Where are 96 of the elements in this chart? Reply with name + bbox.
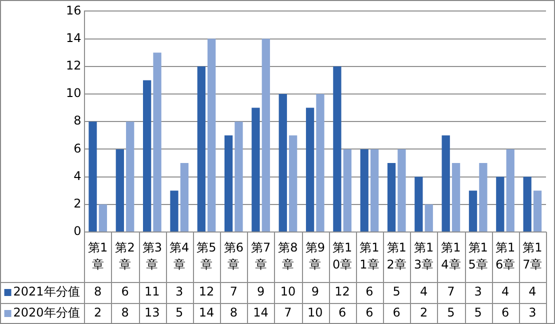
data-label: 9 bbox=[311, 284, 319, 299]
bar bbox=[208, 38, 216, 232]
y-tick-label: 4 bbox=[74, 168, 82, 183]
y-tick-label: 14 bbox=[66, 30, 82, 45]
bar bbox=[234, 122, 243, 232]
y-tick-label: 2 bbox=[74, 196, 82, 211]
bar bbox=[506, 149, 514, 232]
x-tick-label: 第16章 bbox=[495, 240, 516, 272]
x-tick-label: 第11章 bbox=[360, 240, 380, 272]
data-label: 5 bbox=[447, 306, 455, 320]
x-tick-label: 第8章 bbox=[278, 240, 298, 272]
bar bbox=[523, 176, 532, 232]
bar bbox=[370, 149, 379, 232]
bar bbox=[88, 122, 97, 232]
data-label: 5 bbox=[176, 306, 184, 320]
data-label: 6 bbox=[366, 284, 374, 299]
data-label: 2 bbox=[420, 306, 428, 320]
data-label: 6 bbox=[338, 306, 346, 320]
bar bbox=[143, 80, 152, 232]
bar bbox=[262, 38, 270, 232]
data-label: 6 bbox=[501, 306, 510, 320]
x-tick-label: 第7章 bbox=[250, 240, 271, 272]
bar bbox=[316, 94, 324, 232]
x-tick-label: 第13章 bbox=[414, 240, 434, 272]
bar bbox=[116, 149, 124, 232]
x-tick-label: 第17章 bbox=[522, 240, 542, 272]
bar bbox=[414, 176, 423, 232]
y-tick-label: 8 bbox=[74, 114, 82, 128]
x-tick-label: 第4章 bbox=[170, 240, 190, 272]
y-tick-label: 12 bbox=[66, 58, 82, 73]
data-label: 3 bbox=[176, 284, 184, 299]
bar bbox=[479, 163, 488, 232]
data-label: 12 bbox=[334, 284, 350, 299]
bar bbox=[197, 66, 206, 232]
y-tick-label: 10 bbox=[66, 86, 82, 100]
data-label: 3 bbox=[528, 306, 536, 320]
legend-label: 2021年分值 bbox=[13, 284, 80, 299]
bar bbox=[442, 135, 450, 232]
bar bbox=[306, 108, 314, 232]
data-label: 5 bbox=[392, 284, 400, 299]
x-tick-label: 第5章 bbox=[196, 240, 216, 272]
bar bbox=[224, 135, 233, 232]
x-tick-label: 第10章 bbox=[332, 240, 352, 272]
bar bbox=[98, 204, 108, 232]
x-tick-label: 第3章 bbox=[142, 240, 162, 272]
data-label: 6 bbox=[121, 284, 129, 299]
y-tick-label: 16 bbox=[66, 3, 82, 18]
bar bbox=[398, 149, 406, 232]
data-label: 7 bbox=[230, 284, 238, 299]
bar bbox=[387, 163, 396, 232]
x-tick-label: 第15章 bbox=[468, 240, 488, 272]
data-label: 8 bbox=[230, 306, 238, 320]
bar bbox=[496, 176, 504, 232]
x-tick-label: 第9章 bbox=[305, 240, 325, 272]
x-tick-label: 第2章 bbox=[115, 240, 135, 272]
data-label: 9 bbox=[256, 284, 265, 299]
data-label: 12 bbox=[198, 284, 214, 299]
data-label: 4 bbox=[528, 284, 536, 299]
x-tick-label: 第12章 bbox=[386, 240, 406, 272]
data-label: 14 bbox=[253, 306, 268, 320]
data-label: 4 bbox=[501, 284, 510, 299]
bar bbox=[126, 122, 134, 232]
x-tick-label: 第6章 bbox=[224, 240, 244, 272]
data-label: 13 bbox=[144, 306, 160, 320]
bar bbox=[360, 149, 368, 232]
bar bbox=[180, 163, 188, 232]
data-label: 7 bbox=[284, 306, 292, 320]
data-label: 10 bbox=[307, 306, 323, 320]
data-label: 7 bbox=[447, 284, 455, 299]
data-label: 6 bbox=[392, 306, 400, 320]
data-label: 4 bbox=[420, 284, 428, 299]
bar bbox=[468, 190, 478, 232]
data-label: 3 bbox=[474, 284, 482, 299]
data-label: 8 bbox=[121, 306, 129, 320]
legend-label: 2020年分值 bbox=[13, 306, 80, 320]
x-tick-label: 第1章 bbox=[88, 240, 108, 272]
data-label: 10 bbox=[280, 284, 296, 299]
bar bbox=[170, 190, 178, 232]
bar bbox=[278, 94, 287, 232]
data-label: 5 bbox=[474, 306, 482, 320]
bar bbox=[288, 135, 298, 232]
bar bbox=[533, 190, 542, 232]
bar bbox=[252, 108, 260, 232]
y-tick-label: 0 bbox=[74, 224, 82, 238]
data-label: 14 bbox=[198, 306, 214, 320]
bar bbox=[343, 149, 352, 232]
bar bbox=[424, 204, 433, 232]
bar bbox=[452, 163, 460, 232]
bar bbox=[333, 66, 342, 232]
x-tick-label: 第14章 bbox=[441, 240, 461, 272]
data-label: 2 bbox=[94, 306, 102, 320]
data-label: 8 bbox=[94, 284, 102, 299]
data-label: 6 bbox=[366, 306, 374, 320]
data-label: 11 bbox=[144, 284, 160, 299]
y-tick-label: 6 bbox=[74, 141, 82, 156]
bar bbox=[153, 52, 162, 232]
